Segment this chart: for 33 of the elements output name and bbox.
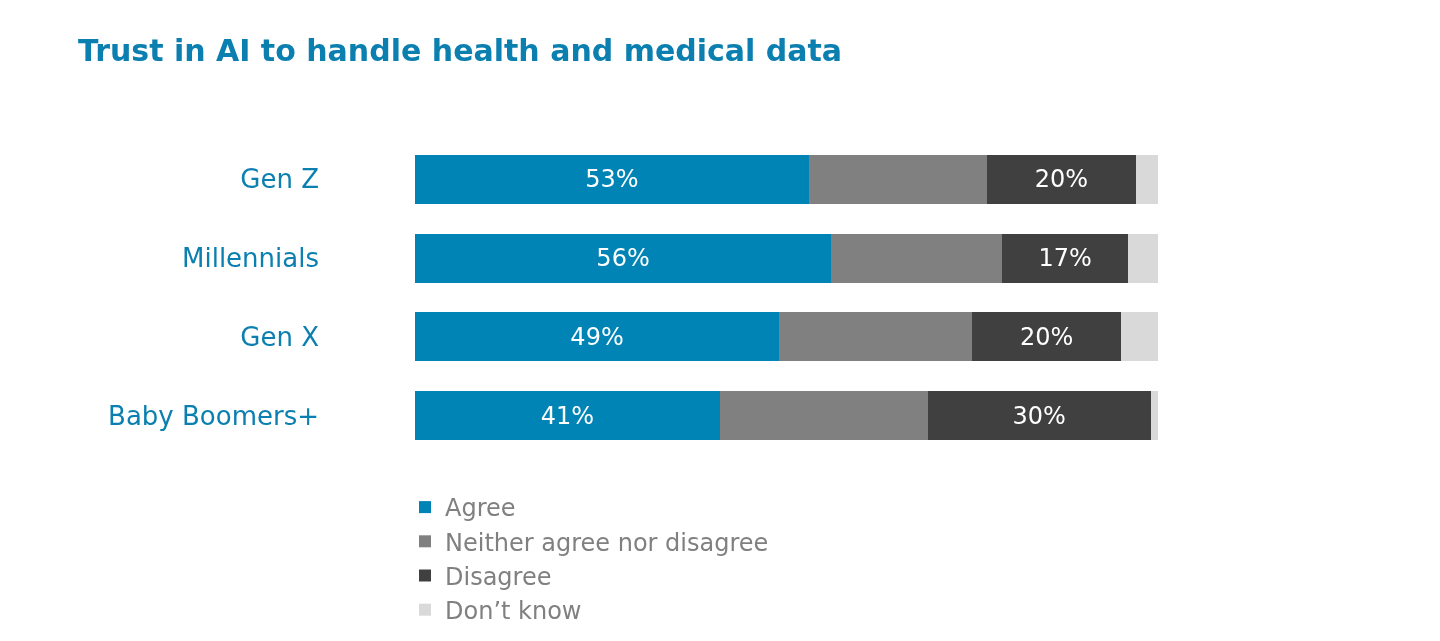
data-label: 20% [1019, 322, 1074, 351]
legend-label: Disagree [445, 562, 552, 591]
bar [1001, 233, 1129, 283]
bar [1135, 154, 1158, 204]
bar [808, 154, 988, 204]
y-tick-label: Baby Boomers+ [108, 400, 319, 431]
bar [1128, 233, 1158, 283]
bar [415, 154, 809, 204]
bar [415, 233, 832, 283]
bar [779, 312, 973, 362]
legend-label: Neither agree nor disagree [445, 528, 769, 557]
bar [987, 154, 1136, 204]
data-label: 41% [540, 401, 594, 430]
data-label: 56% [596, 244, 650, 273]
bar [972, 312, 1121, 362]
data-label: 53% [585, 165, 639, 194]
bar [1150, 391, 1158, 441]
bar [719, 391, 928, 441]
bar [831, 233, 1002, 283]
bar [927, 391, 1151, 441]
legend-label: Agree [445, 494, 516, 523]
y-tick-label: Gen X [240, 321, 319, 352]
data-label: 30% [1012, 401, 1066, 430]
chart-title: Trust in AI to handle health and medical data [78, 32, 843, 68]
data-label: 49% [570, 322, 624, 351]
bar [415, 391, 720, 441]
data-label: 20% [1034, 165, 1089, 194]
y-tick-label: Millennials [182, 243, 319, 274]
bar [1120, 312, 1158, 362]
legend-label: Don’t know [445, 597, 582, 626]
data-label: 17% [1038, 244, 1092, 273]
y-tick-label: Gen Z [240, 164, 319, 195]
bar [415, 312, 780, 362]
